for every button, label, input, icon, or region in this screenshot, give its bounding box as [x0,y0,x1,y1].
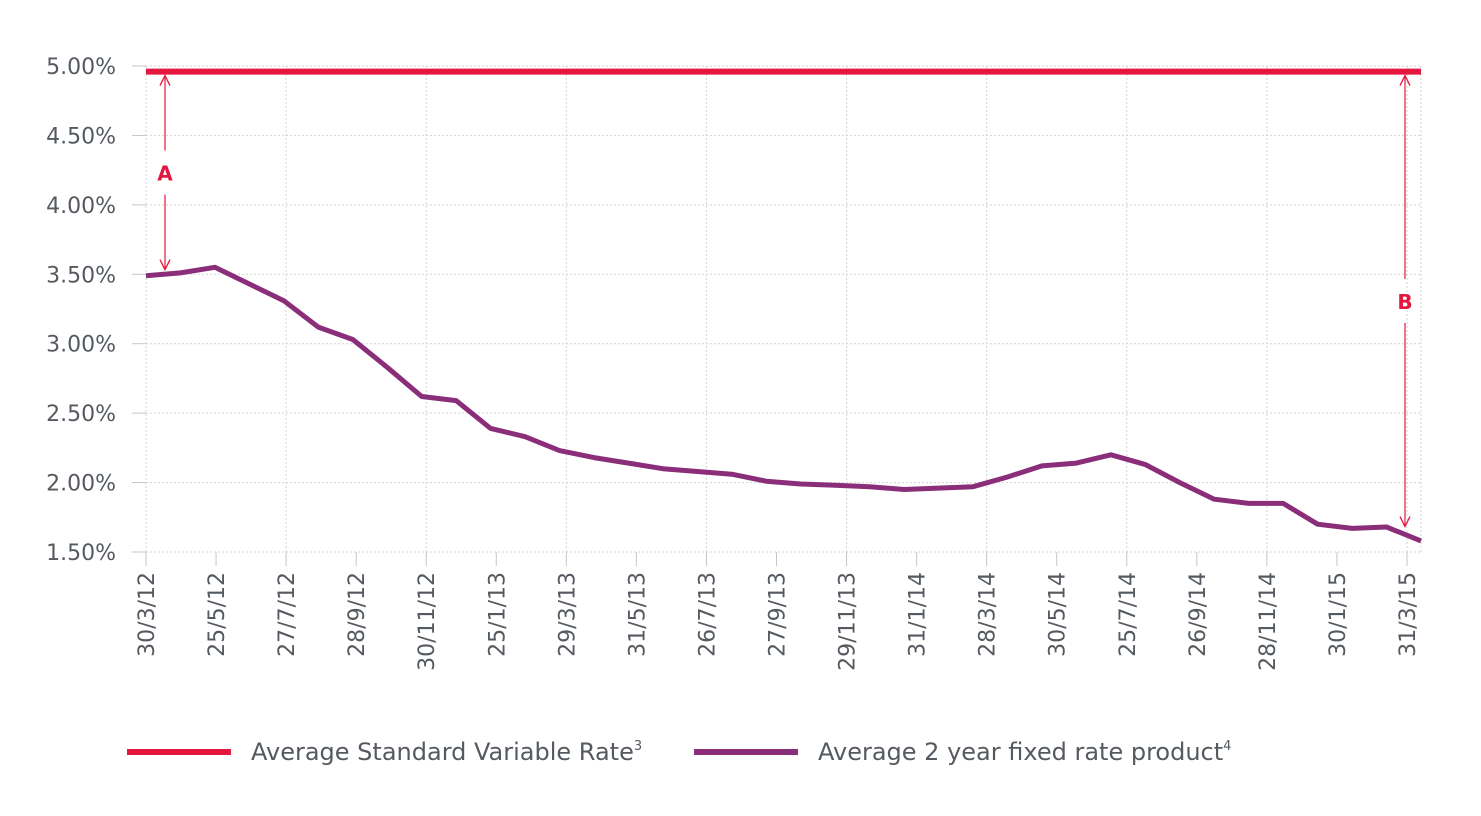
annotation-label: B [1397,290,1412,314]
y-tick-label: 1.50% [46,541,116,566]
x-tick-label: 25/7/14 [1116,572,1141,657]
x-tick-label: 25/1/13 [485,572,510,657]
x-tick-label: 30/1/15 [1326,572,1351,657]
y-tick-label: 3.00% [46,333,116,358]
legend-sup-svr: 3 [633,739,643,754]
x-tick-label: 29/11/13 [836,572,861,671]
legend-item-fixed: Average 2 year fixed rate product4 [694,732,1231,772]
legend-sup-fixed: 4 [1223,739,1232,754]
x-tick-label: 30/3/12 [135,572,160,657]
x-tick-label: 26/7/13 [695,572,720,657]
x-tick-label: 26/9/14 [1186,572,1211,657]
legend-label-fixed: Average 2 year fixed rate product4 [818,738,1231,766]
legend-text-fixed: Average 2 year fixed rate product [818,738,1224,766]
y-tick-label: 2.50% [46,402,116,427]
series-line-fixed [145,264,1422,544]
y-tick-label: 4.00% [46,194,116,219]
legend-swatch-svr [127,749,231,755]
x-tick-label: 30/11/12 [415,572,440,671]
x-tick-label: 31/5/13 [625,572,650,657]
x-tick-label: 31/3/15 [1396,572,1421,657]
series-group [145,68,1422,544]
legend-label-svr: Average Standard Variable Rate3 [251,738,642,766]
annotation-label: A [157,162,173,186]
x-axis: 30/3/12 25/5/12 27/7/12 28/9/12 30/11/12 25/1… [135,572,1421,671]
x-tick-label: 30/5/14 [1046,572,1071,657]
y-tick-label: 4.50% [46,124,116,149]
legend-swatch-fixed [694,749,798,755]
grid-lines [132,65,1422,566]
annotations: AB [157,76,1413,527]
chart: 5.00% 4.50% 4.00% 3.50% 3.00% 2.50% 2.00% 1.50%… [46,55,1422,671]
x-tick-label: 27/9/13 [765,572,790,657]
y-tick-label: 2.00% [46,472,116,497]
legend: Average Standard Variable Rate3 Average … [0,732,1481,772]
x-tick-label: 28/3/14 [976,572,1001,657]
x-tick-label: 28/11/14 [1256,572,1281,671]
x-tick-label: 27/7/12 [275,572,300,657]
y-tick-label: 3.50% [46,263,116,288]
x-tick-label: 31/1/14 [906,572,931,657]
x-tick-label: 25/5/12 [205,572,230,657]
y-axis: 5.00% 4.50% 4.00% 3.50% 3.00% 2.50% 2.00% 1.50% [46,55,116,566]
legend-text-svr: Average Standard Variable Rate [251,738,634,766]
x-tick-label: 28/9/12 [345,572,370,657]
legend-item-svr: Average Standard Variable Rate3 [127,732,642,772]
y-tick-label: 5.00% [46,55,116,80]
x-tick-label: 29/3/13 [555,572,580,657]
